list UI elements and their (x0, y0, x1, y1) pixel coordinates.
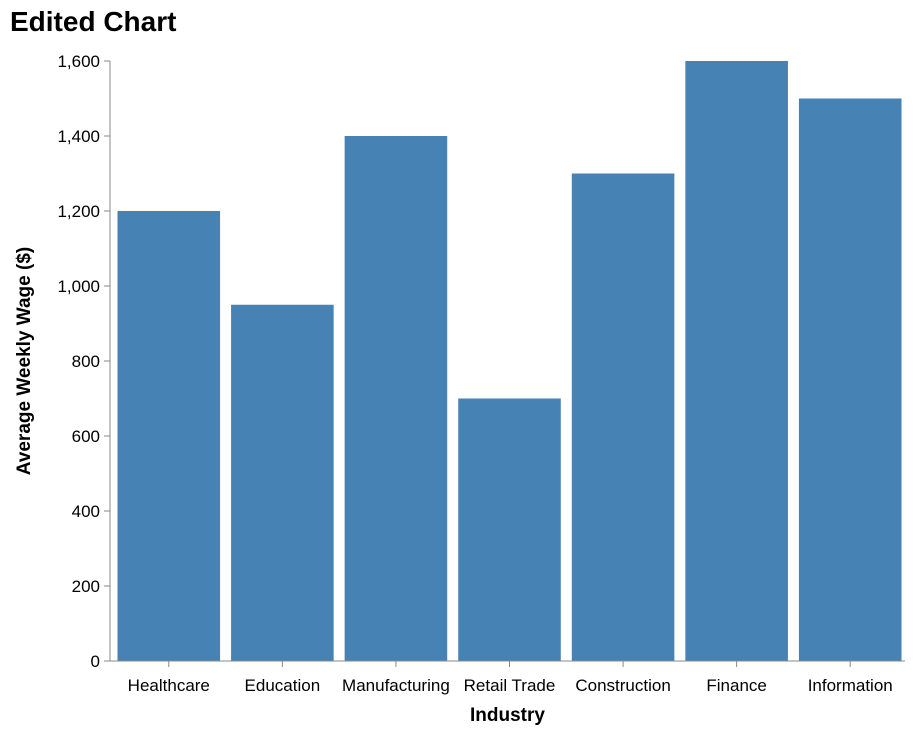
x-tick-label: Manufacturing (342, 676, 450, 695)
bar-healthcare (117, 211, 221, 661)
x-tick-label: Healthcare (128, 676, 210, 695)
y-tick-label: 1,200 (57, 202, 100, 221)
bar-manufacturing (344, 136, 448, 661)
chart-title: Edited Chart (10, 6, 177, 37)
bar-construction (571, 173, 675, 661)
y-axis: 0 200 400 600 800 1,000 1,200 1,400 1,600 (57, 52, 111, 671)
y-tick-label: 400 (72, 502, 100, 521)
y-tick-label: 1,600 (57, 52, 100, 71)
y-tick-label: 600 (72, 427, 100, 446)
y-tick-label: 800 (72, 352, 100, 371)
x-tick-label: Construction (575, 676, 670, 695)
y-tick-label: 200 (72, 577, 100, 596)
x-axis-title: Industry (470, 705, 545, 726)
x-axis: Healthcare Education Manufacturing Retail T… (110, 660, 905, 695)
y-axis-title: Average Weekly Wage ($) (14, 247, 35, 475)
x-tick-label: Information (808, 676, 893, 695)
bar-finance (685, 61, 788, 661)
x-tick-label: Education (245, 676, 321, 695)
x-tick-label: Finance (706, 676, 766, 695)
bar-information (798, 98, 902, 661)
y-tick-label: 1,400 (57, 127, 100, 146)
x-tick-label: Retail Trade (464, 676, 556, 695)
bars-group (117, 61, 902, 661)
y-tick-label: 0 (91, 652, 100, 671)
bar-education (231, 304, 334, 661)
y-tick-label: 1,000 (57, 277, 100, 296)
bar-retail-trade (458, 398, 561, 661)
